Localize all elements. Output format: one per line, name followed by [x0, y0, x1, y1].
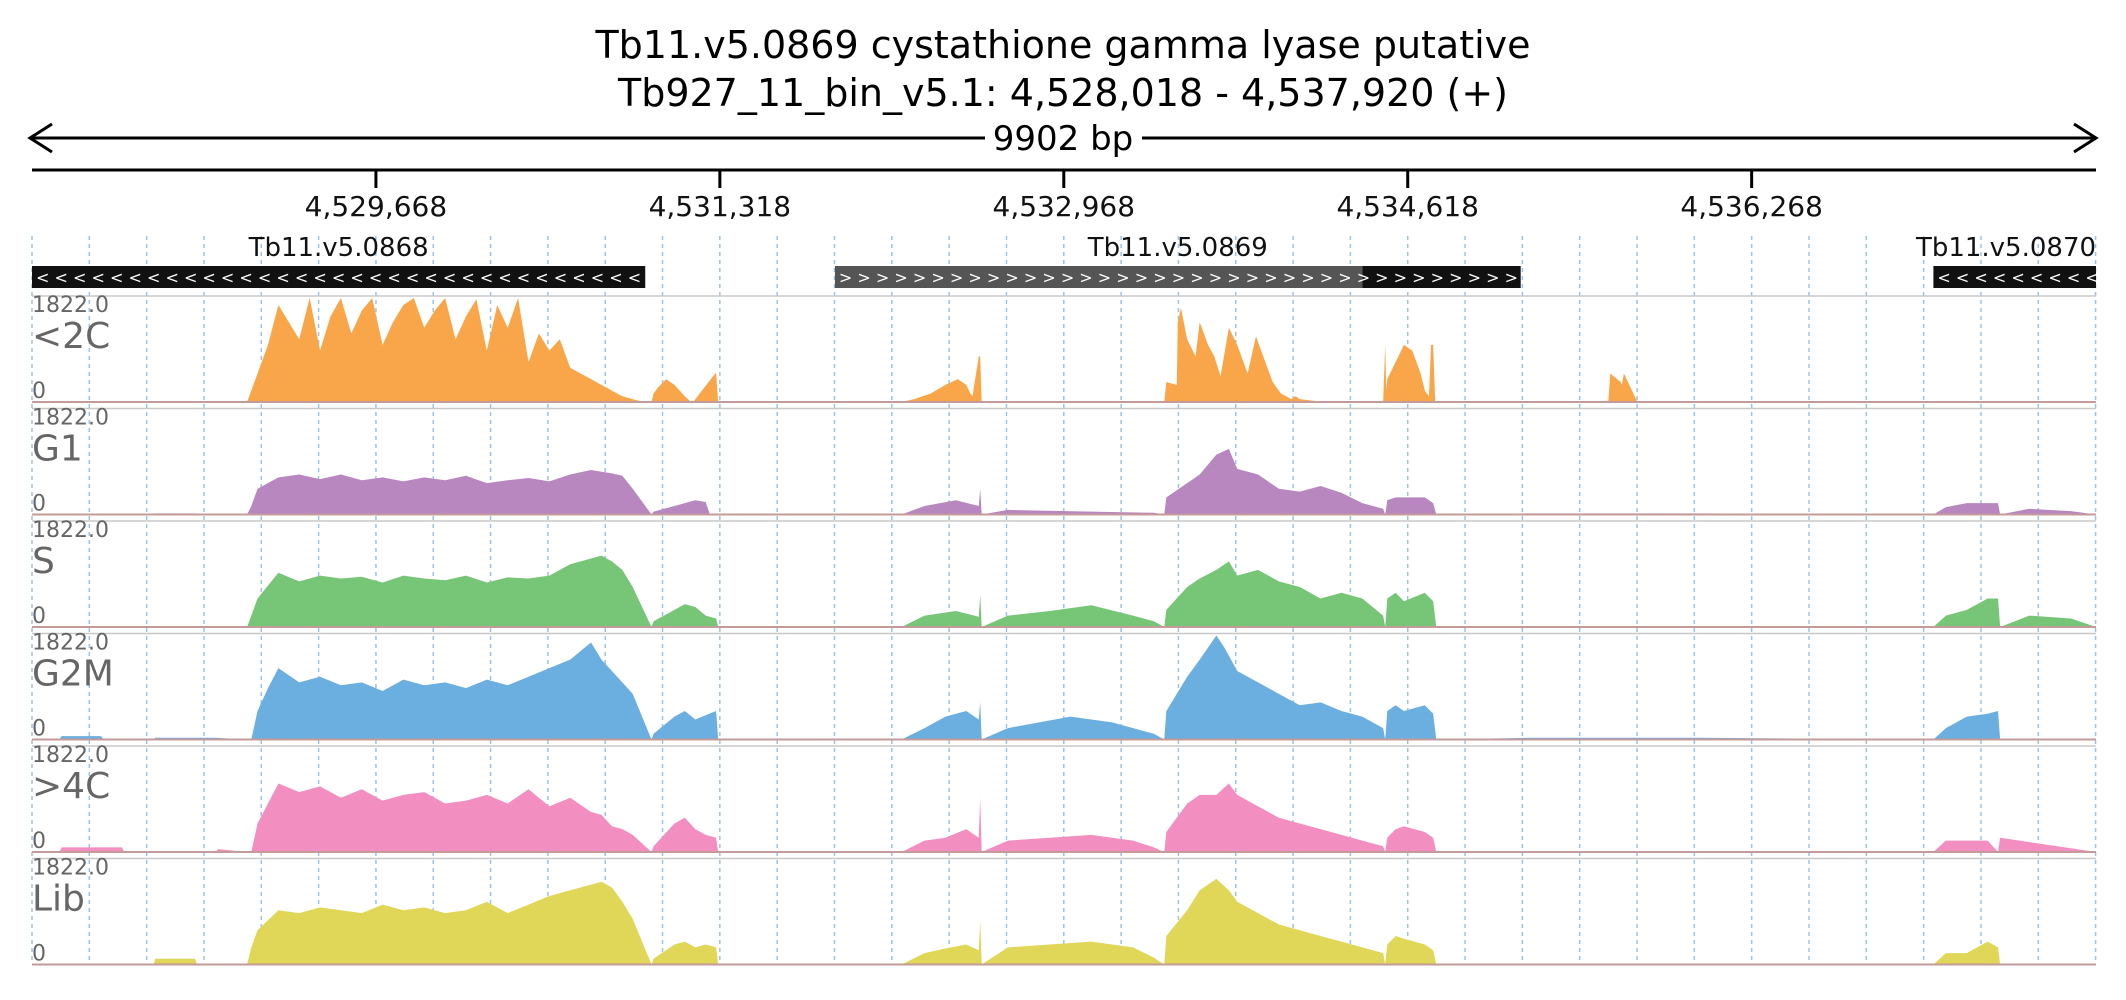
coverage-area [32, 555, 2096, 627]
chart-title: Tb11.v5.0869 cystathione gamma lyase put… [594, 23, 1530, 67]
x-tick-label: 4,532,968 [993, 190, 1136, 223]
gene-label: Tb11.v5.0870 [1915, 233, 2096, 263]
span-arrow-left-icon [27, 122, 53, 154]
track-max-label: 1822.0 [32, 743, 109, 768]
gene-cds-block [1362, 266, 1521, 288]
coverage-area [32, 878, 2096, 965]
gene-label: Tb11.v5.0869 [1087, 233, 1268, 263]
span-label: 9902 bp [993, 119, 1134, 159]
gene-track: < < < < < < < < < < < < < < < < < < < < … [32, 233, 2117, 288]
x-tick-label: 4,534,618 [1336, 190, 1479, 223]
track-max-label: 1822.0 [32, 406, 109, 431]
track-min-label: 0 [32, 379, 46, 404]
gene-cds-block [1933, 266, 2096, 288]
track-name: <2C [32, 316, 110, 357]
gene-label: Tb11.v5.0868 [248, 233, 429, 263]
track-name: G1 [32, 429, 83, 470]
track-min-label: 0 [32, 829, 46, 854]
coverage-track: 1822.0G1 0 [32, 406, 2096, 517]
coverage-track: 1822.0<2C 0 [32, 293, 2096, 404]
gene-strand-arrows: > > > > > > > > > > > > > > > > > > > > … [839, 268, 1629, 287]
track-name: >4C [32, 766, 110, 807]
x-tick-label: 4,536,268 [1680, 190, 1823, 223]
gene-strand-arrows: < < < < < < < < < < < < < < < < < < < < … [36, 268, 752, 287]
track-min-label: 0 [32, 604, 46, 629]
gene-cds-block [32, 266, 646, 288]
coverage-area [32, 635, 2096, 740]
chart-subtitle: Tb927_11_bin_v5.1: 4,528,018 - 4,537,920… [617, 71, 1508, 115]
genomic-axis: 4,529,668 4,531,318 4,532,968 4,534,618 4,53… [32, 168, 2096, 223]
x-tick-label: 4,529,668 [305, 190, 448, 223]
coverage-area [32, 448, 2096, 515]
track-name: Lib [32, 879, 85, 920]
track-name: G2M [32, 654, 114, 695]
gene-strand-arrows: < < < < < < < < < < [1937, 268, 2117, 287]
x-tick-label: 4,531,318 [649, 190, 792, 223]
track-max-label: 1822.0 [32, 631, 109, 656]
coverage-tracks: 1822.0<2C01822.0G101822.0S01822.0G2M0182… [32, 293, 2096, 967]
track-min-label: 0 [32, 717, 46, 742]
gene-utr-block [834, 266, 1363, 288]
span-indicator: 9902 bp [27, 119, 2099, 159]
track-min-label: 0 [32, 942, 46, 967]
track-max-label: 1822.0 [32, 518, 109, 543]
track-max-label: 1822.0 [32, 856, 109, 881]
coverage-area [32, 298, 2096, 402]
coverage-area [32, 783, 2096, 852]
track-min-label: 0 [32, 492, 46, 517]
track-max-label: 1822.0 [32, 293, 109, 318]
coverage-track: 1822.0>4C 0 [32, 743, 2096, 854]
coverage-track: 1822.0S 0 [32, 518, 2096, 629]
track-name: S [32, 541, 55, 582]
span-arrow-right-icon [2073, 122, 2099, 154]
